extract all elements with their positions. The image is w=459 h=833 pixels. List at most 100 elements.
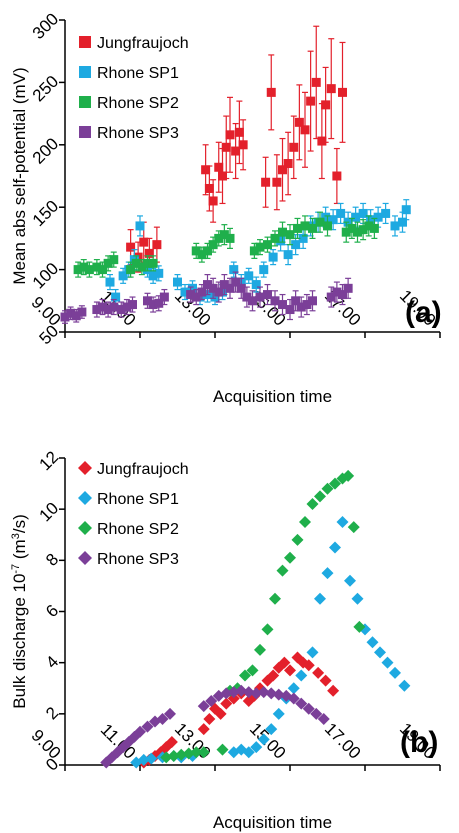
data-point bbox=[284, 664, 296, 677]
panel-a-chart: 501001502002503009.0011.0013.0015.0017.0… bbox=[10, 9, 442, 406]
data-point bbox=[238, 140, 248, 150]
data-point bbox=[317, 136, 327, 146]
data-point bbox=[278, 300, 287, 310]
legend-label: Jungfraujoch bbox=[97, 461, 189, 478]
data-point bbox=[103, 305, 113, 315]
data-point bbox=[321, 100, 331, 110]
data-point bbox=[197, 723, 210, 736]
data-point bbox=[317, 712, 330, 725]
data-point bbox=[160, 751, 173, 764]
data-point bbox=[148, 300, 158, 310]
legend-marker bbox=[79, 66, 91, 78]
data-point bbox=[242, 746, 255, 759]
y-tick-label: 12 bbox=[35, 447, 62, 474]
data-point bbox=[242, 292, 252, 302]
data-point bbox=[182, 747, 195, 760]
data-point bbox=[278, 656, 291, 669]
data-point bbox=[287, 692, 300, 705]
data-point bbox=[398, 679, 411, 692]
data-point bbox=[300, 125, 310, 135]
data-point bbox=[135, 221, 145, 231]
x-tick-label: 9.00 bbox=[28, 726, 65, 763]
data-point bbox=[315, 217, 325, 227]
data-point bbox=[214, 162, 224, 172]
data-point bbox=[272, 707, 285, 720]
data-point bbox=[321, 482, 334, 495]
data-point bbox=[225, 130, 235, 140]
data-point bbox=[283, 250, 293, 260]
data-point bbox=[308, 296, 317, 306]
data-point bbox=[167, 750, 180, 763]
data-point bbox=[197, 746, 210, 759]
y-tick-label: 100 bbox=[29, 259, 62, 292]
data-point bbox=[204, 183, 214, 193]
series-rhone-sp2 bbox=[73, 211, 379, 278]
data-point bbox=[191, 292, 201, 302]
data-point bbox=[131, 258, 141, 268]
data-point bbox=[358, 208, 368, 218]
data-point bbox=[98, 265, 107, 275]
y-axis-label-part: -7 bbox=[10, 564, 22, 574]
data-point bbox=[244, 271, 254, 281]
data-point bbox=[329, 477, 341, 490]
data-point bbox=[299, 515, 311, 528]
data-point bbox=[152, 240, 162, 250]
data-point bbox=[295, 669, 308, 682]
data-point bbox=[342, 469, 355, 482]
x-tick-label: 17.00 bbox=[321, 719, 365, 763]
data-point bbox=[143, 258, 152, 268]
data-point bbox=[266, 87, 276, 97]
data-point bbox=[306, 96, 316, 106]
data-point bbox=[128, 300, 137, 310]
data-point bbox=[261, 623, 274, 636]
legend-marker bbox=[79, 36, 91, 48]
data-point bbox=[298, 233, 308, 243]
data-point bbox=[154, 268, 164, 278]
data-point bbox=[364, 221, 374, 231]
data-point bbox=[272, 688, 285, 701]
data-point bbox=[134, 725, 146, 738]
data-point bbox=[314, 592, 326, 605]
data-point bbox=[291, 240, 301, 250]
data-point bbox=[255, 292, 265, 302]
data-point bbox=[257, 686, 270, 699]
panel-label: (a) bbox=[405, 296, 442, 329]
data-point bbox=[347, 521, 360, 534]
data-point bbox=[229, 265, 239, 275]
legend-label: Rhone SP1 bbox=[97, 491, 179, 508]
data-point bbox=[310, 707, 323, 720]
data-point bbox=[261, 177, 271, 187]
data-point bbox=[154, 298, 164, 308]
series-jungfraujoch bbox=[126, 25, 347, 273]
legend-label: Rhone SP3 bbox=[97, 551, 179, 568]
data-point bbox=[347, 223, 357, 233]
data-point bbox=[257, 733, 270, 746]
data-point bbox=[236, 283, 246, 293]
data-point bbox=[381, 208, 391, 218]
data-point bbox=[321, 212, 331, 222]
data-point bbox=[197, 700, 210, 713]
data-point bbox=[314, 490, 326, 503]
data-point bbox=[374, 646, 386, 659]
data-point bbox=[175, 748, 188, 761]
data-point bbox=[225, 233, 235, 243]
legend: Jungfraujoch Rhone SP1 Rhone SP2 Rhone SP3 bbox=[79, 35, 189, 142]
data-point bbox=[295, 697, 308, 710]
data-point bbox=[73, 265, 83, 275]
data-point bbox=[287, 682, 300, 695]
legend-marker bbox=[79, 96, 91, 108]
data-point bbox=[278, 165, 287, 175]
data-point bbox=[329, 541, 341, 554]
data-point bbox=[242, 686, 255, 699]
data-point bbox=[276, 236, 286, 246]
x-axis-label: Acquisition time bbox=[213, 813, 332, 832]
y-axis-label-part: 3 bbox=[10, 533, 22, 539]
data-point bbox=[284, 551, 296, 564]
data-point bbox=[327, 684, 340, 697]
data-point bbox=[239, 669, 251, 682]
data-point bbox=[276, 564, 289, 577]
data-point bbox=[300, 221, 310, 231]
data-point bbox=[336, 515, 349, 528]
data-point bbox=[285, 305, 295, 315]
